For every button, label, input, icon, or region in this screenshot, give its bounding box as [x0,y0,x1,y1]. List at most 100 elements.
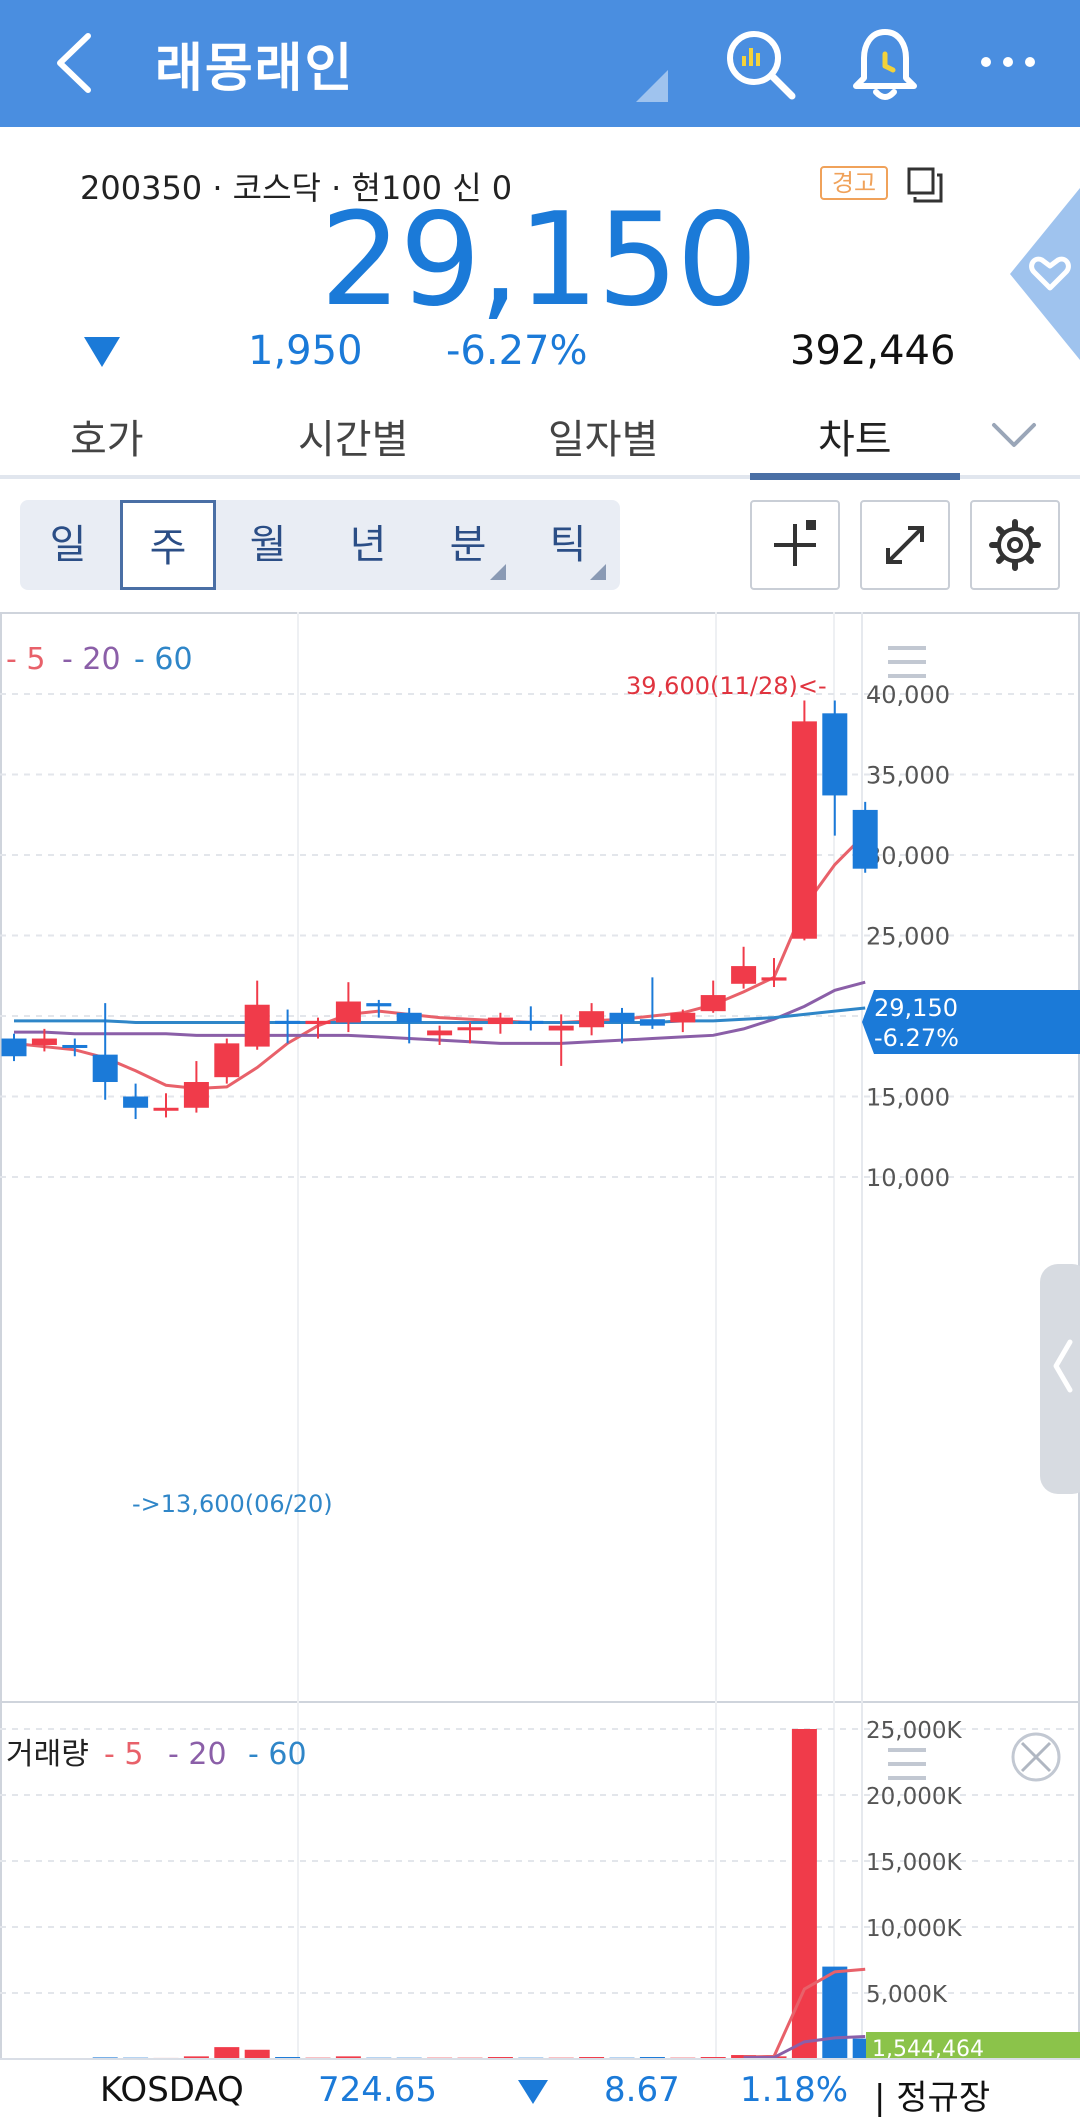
volume-axis-tick: 25,000K [866,1718,962,1744]
tab-chart[interactable]: 차트 [818,417,892,463]
market-ticker[interactable]: KOSDAQ 724.65 8.67 1.18% | 정규장 [0,2058,1080,2120]
candle-body [427,1030,453,1036]
volume-menu-icon[interactable] [888,1748,926,1780]
price-tag-percent: -6.27% [874,1024,959,1052]
app-header: 래몽래인 [0,0,1080,127]
ma5-legend: - 5 [6,642,45,677]
period-minute[interactable]: 분 [420,500,516,590]
copy-icon[interactable] [906,166,944,204]
alarm-bell-icon[interactable] [850,24,920,104]
current-price: 29,150 [320,186,758,335]
candle-body [609,1012,635,1023]
candle-body [92,1054,118,1083]
vol-ma20-legend: - 20 [168,1737,227,1772]
ma20-legend: - 20 [62,642,121,677]
candle-body [852,809,878,869]
candle-body [761,977,787,981]
candle-body [518,1020,544,1024]
stock-code-line: 200350 · 코스닥 · 현100 신 0 [80,169,513,207]
volume-bar [822,1966,848,2059]
volume-axis-tick: 10,000K [866,1916,962,1942]
price-tag-value: 29,150 [874,994,958,1022]
tab-by-time[interactable]: 시간별 [298,417,409,463]
ticker-down-icon [518,2080,548,2104]
detail-tabs: 호가 시간별 일자별 차트 [0,395,1080,480]
ticker-percent: 1.18% [740,2070,849,2110]
crosshair-button[interactable] [750,500,840,590]
candle-body [62,1044,88,1048]
price-axis-tick: 25,000 [866,923,950,951]
vol-ma5-legend: - 5 [104,1737,143,1772]
corner-triangle-icon [636,70,668,102]
candle-body [487,1017,513,1025]
volume-ma-line-20 [743,2035,866,2060]
ticker-session: | 정규장 [874,2078,991,2118]
period-tick-label: 틱 [549,522,587,568]
gear-icon [989,519,1041,571]
price-axis-tick: 10,000 [866,1164,950,1192]
price-axis-tick: 15,000 [866,1084,950,1112]
side-panel-tab[interactable] [1040,1264,1080,1494]
chevron-down-icon[interactable] [990,415,1038,455]
volume-axis-tick: 15,000K [866,1850,962,1876]
trade-volume: 392,446 [790,328,956,374]
period-year-label: 년 [349,522,387,568]
candle-body [700,995,726,1012]
candle-body [123,1096,149,1108]
expand-arrows-icon [886,526,924,564]
volume-bar [335,2056,361,2059]
candle-body [31,1038,57,1045]
period-week[interactable]: 주 [120,500,216,590]
chevron-left-icon[interactable] [48,28,108,98]
search-chart-icon[interactable] [722,26,798,102]
period-month[interactable]: 월 [220,500,316,590]
dropdown-corner-icon [590,564,606,580]
settings-button[interactable] [970,500,1060,590]
candle-body [822,713,848,796]
tab-hoga[interactable]: 호가 [70,417,144,463]
candle-body [1,1038,27,1057]
volume-gridlines [0,1728,1080,1994]
tab-by-date[interactable]: 일자별 [548,417,659,463]
period-selector: 일 주 월 년 분 틱 [20,500,620,590]
candle-body [457,1027,483,1031]
period-day-label: 일 [49,522,87,568]
tab-divider [0,475,1080,479]
price-change-percent: -6.27% [446,328,588,374]
price-axis-tick: 35,000 [866,762,950,790]
candle-body [214,1043,240,1078]
favorite-heart-tab-icon[interactable] [1004,188,1080,360]
close-volume-icon[interactable] [1011,1732,1061,1782]
period-day[interactable]: 일 [20,500,116,590]
candle-body [639,1019,665,1026]
ma-line-60 [14,1006,866,1024]
high-price-annotation: 39,600(11/28)<- [626,672,827,700]
volume-bar [214,2047,240,2059]
period-year[interactable]: 년 [320,500,416,590]
more-dots-icon[interactable] [978,50,1038,74]
price-axis-tick: 30,000 [866,842,950,870]
active-tab-indicator [750,473,960,480]
candle-body [791,721,817,939]
chart-menu-icon[interactable] [888,646,926,678]
period-tick[interactable]: 틱 [520,500,616,590]
stock-chart[interactable]: 40,00035,00030,00025,00020,00015,00010,0… [0,612,1080,2060]
low-price-annotation: ->13,600(06/20) [132,1490,333,1518]
period-minute-label: 분 [449,522,487,568]
price-change: 1,950 [248,328,363,374]
current-price-tag: 29,150 -6.27% [862,990,1080,1054]
candle-body [183,1082,209,1108]
warning-badge: 경고 [820,166,888,200]
volume-bar [183,2056,209,2059]
crosshair-plus-icon [774,520,816,566]
candle-body [335,1001,361,1023]
price-axis-tick: 40,000 [866,681,950,709]
candle-body [396,1012,422,1023]
dropdown-corner-icon [490,564,506,580]
ma60-legend: - 60 [134,642,193,677]
period-month-label: 월 [249,522,287,568]
candle-body [670,1012,696,1023]
chart-canvas[interactable]: 40,00035,00030,00025,00020,00015,00010,0… [0,612,1080,2060]
expand-button[interactable] [860,500,950,590]
ticker-index: 724.65 [318,2070,437,2110]
